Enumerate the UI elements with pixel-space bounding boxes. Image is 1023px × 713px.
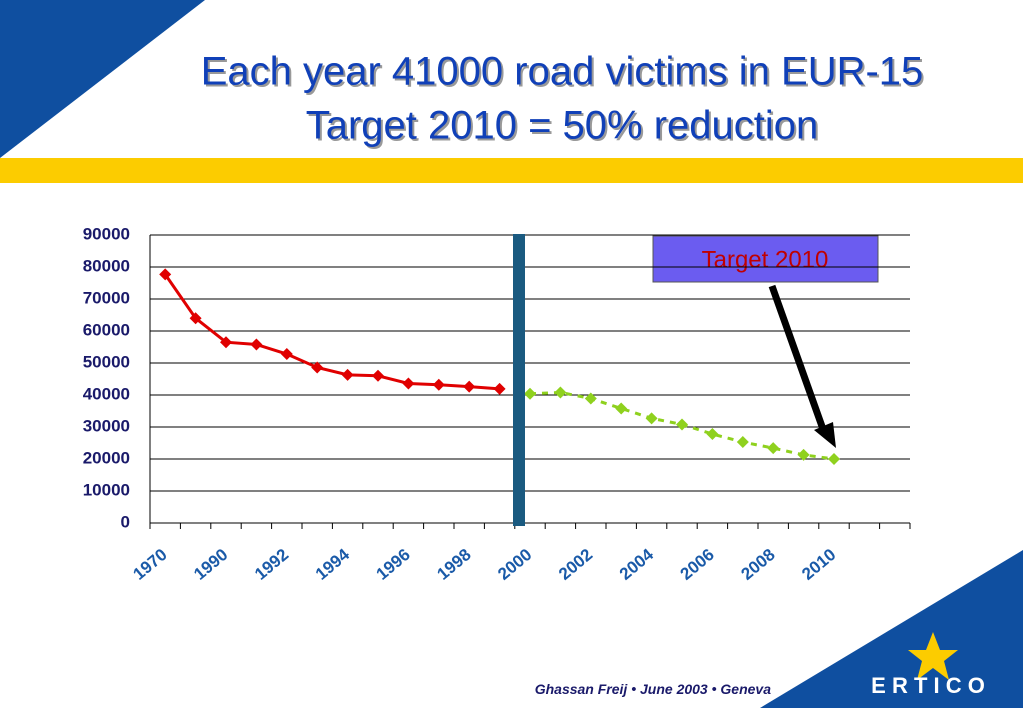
point (189, 312, 202, 325)
annotation-arrow (768, 284, 828, 434)
point (220, 336, 232, 349)
logo-star (908, 632, 958, 680)
x-tick-label: 1996 (373, 545, 414, 584)
point (767, 442, 780, 455)
plot: 0 10000 20000 30000 40000 50000 60000 70000 8000… (83, 224, 911, 584)
point (311, 361, 324, 374)
point (402, 377, 415, 390)
y-tick-label: 0 (121, 512, 130, 531)
point (554, 386, 567, 399)
title: Each year 41000 road victims in EUR-15 (201, 50, 924, 94)
point (159, 268, 172, 281)
logo: E R T I C O (871, 673, 985, 698)
point (736, 436, 749, 449)
annotation-box (652, 235, 879, 283)
x-tick-label: 1992 (251, 545, 292, 584)
point (280, 348, 293, 361)
x-tick-label: 1998 (433, 545, 474, 584)
corner-decoration (0, 0, 205, 158)
x-tick-label: 2004 (616, 545, 658, 584)
point (584, 392, 597, 405)
x-tick-label: 1970 (129, 545, 170, 584)
footer-author: Ghassan Freij • June 2003 • Geneva (535, 681, 771, 697)
y-tick-label: 50000 (83, 352, 130, 371)
x-tick-label: 2002 (555, 545, 596, 584)
y-tick-label: 90000 (83, 224, 130, 243)
x-tick-label: 2008 (737, 545, 778, 584)
arrow-head (814, 422, 836, 448)
point (797, 448, 810, 461)
point (828, 453, 840, 465)
series-line (163, 273, 500, 391)
y-tick-label: 70000 (83, 288, 130, 307)
divider-bar (513, 234, 525, 526)
point (615, 402, 628, 415)
point (372, 369, 384, 382)
point (706, 428, 719, 441)
point (250, 338, 263, 351)
x-tick-label: 2010 (798, 545, 839, 584)
y-tick-label: 30000 (83, 416, 130, 435)
x-tick-label: 2006 (677, 545, 718, 584)
y-tick-label: 10000 (83, 480, 130, 499)
y-tick-label: 80000 (83, 256, 130, 275)
x-tick-label: 1994 (312, 545, 354, 584)
point (341, 368, 354, 381)
y-tick-label: 20000 (83, 448, 130, 467)
point (493, 382, 506, 395)
point (463, 380, 476, 393)
y-tick-label: 60000 (83, 320, 130, 339)
point (645, 412, 658, 425)
subtitle: Target 2010 = 50% reduction (306, 104, 819, 148)
x-tick-label: 2000 (494, 545, 535, 584)
corner-decoration (760, 550, 1023, 708)
annotation: Target 2010 (702, 246, 829, 273)
point (524, 387, 536, 400)
point (676, 418, 688, 431)
yellow-band (0, 158, 1023, 183)
x-tick-label: 1990 (190, 545, 231, 584)
y-tick-label: 40000 (83, 384, 130, 403)
point (432, 378, 445, 391)
